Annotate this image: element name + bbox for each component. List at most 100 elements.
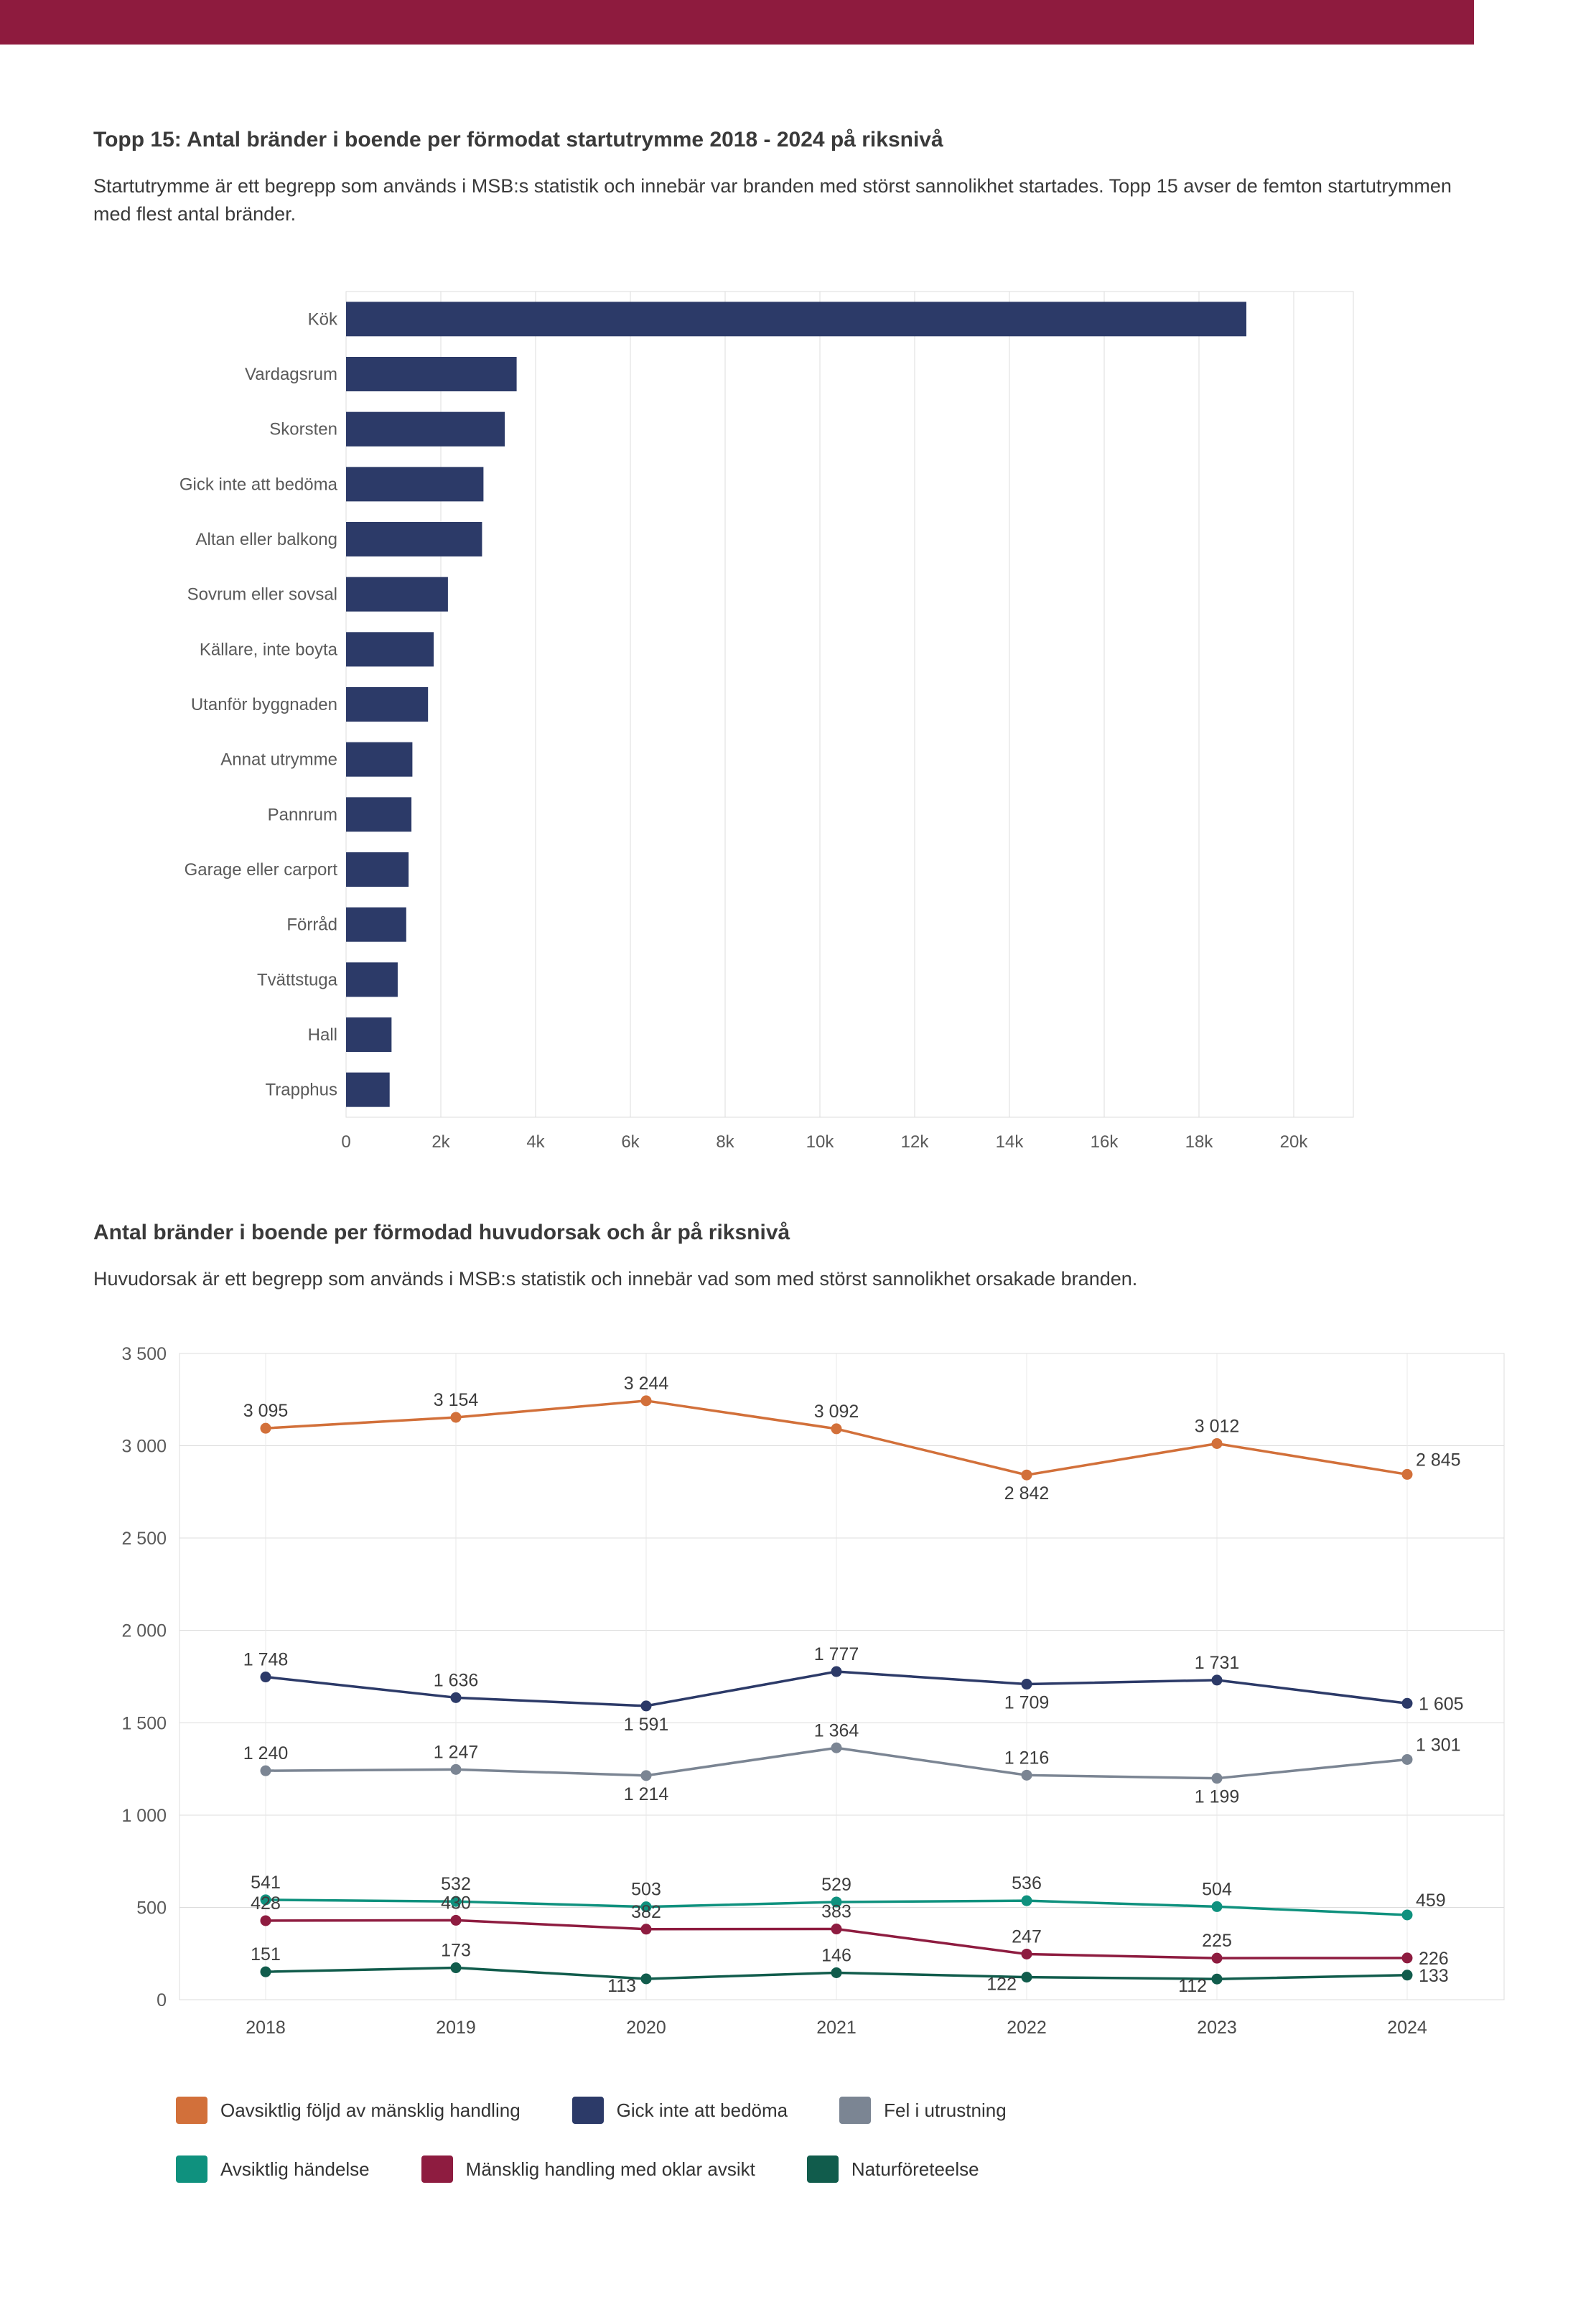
bar (346, 852, 409, 887)
x-tick-label: 2k (431, 1132, 450, 1152)
category-label: Altan eller balkong (196, 530, 337, 549)
data-point (1211, 1437, 1223, 1449)
data-point (260, 1915, 271, 1926)
year-label: 2018 (246, 2018, 286, 2038)
data-label: 1 605 (1419, 1694, 1464, 1714)
data-point (1021, 1895, 1032, 1906)
y-tick-label: 500 (136, 1898, 167, 1918)
chart-legend: Oavsiktlig följd av mänsklig handling Gic… (176, 2097, 1007, 2183)
data-point (1021, 1972, 1032, 1983)
data-label: 536 (1012, 1873, 1042, 1893)
y-tick-label: 2 500 (121, 1529, 167, 1549)
x-tick-label: 10k (806, 1132, 835, 1152)
chart2-subtitle: Huvudorsak är ett begrepp som används i … (93, 1268, 1138, 1290)
data-point (450, 1692, 462, 1703)
legend-swatch (176, 2155, 207, 2183)
data-point (640, 1395, 652, 1407)
data-point (640, 1770, 652, 1781)
data-label: 430 (441, 1893, 471, 1913)
data-label: 3 012 (1195, 1416, 1240, 1436)
data-label: 383 (821, 1902, 851, 1922)
legend-item: Oavsiktlig följd av mänsklig handling (176, 2097, 521, 2124)
legend-label: Avsiktlig händelse (220, 2158, 370, 2180)
category-label: Trapphus (266, 1081, 338, 1100)
data-label: 1 777 (814, 1644, 859, 1664)
x-tick-label: 6k (621, 1132, 640, 1152)
legend-row: Avsiktlig händelse Mänsklig handling med … (176, 2155, 1007, 2183)
category-label: Förråd (286, 915, 337, 935)
bar (346, 1017, 392, 1052)
data-label: 459 (1416, 1891, 1446, 1911)
data-point (450, 1962, 462, 1974)
data-point (1401, 1468, 1413, 1480)
bar (346, 522, 482, 556)
line-chart-svg: 0 500 1 000 1 500 2 000 2 500 3 000 3 500 2018 20… (121, 1344, 1505, 2038)
data-point (640, 1973, 652, 1985)
data-label: 532 (441, 1874, 471, 1894)
data-label: 1 731 (1195, 1653, 1240, 1673)
data-point (640, 1901, 652, 1913)
y-tick-label: 3 000 (121, 1437, 167, 1457)
legend-item: Gick inte att bedöma (571, 2097, 788, 2124)
year-label: 2021 (816, 2018, 857, 2038)
legend-item: Naturföreteelse (806, 2155, 979, 2183)
bar (346, 577, 448, 612)
data-label: 133 (1419, 1966, 1449, 1986)
data-point (1211, 1952, 1223, 1964)
legend-label: Gick inte att bedöma (616, 2099, 788, 2121)
category-label: Pannrum (268, 805, 337, 824)
bar (346, 411, 505, 447)
data-label: 1 301 (1416, 1735, 1461, 1755)
data-point (1211, 1901, 1223, 1912)
x-tick-label: 14k (996, 1132, 1025, 1152)
x-tick-label: 20k (1280, 1132, 1309, 1152)
data-label: 1 247 (434, 1742, 479, 1762)
bar (346, 797, 412, 832)
data-point (1211, 1674, 1223, 1686)
bar (346, 687, 429, 722)
data-label: 151 (251, 1944, 281, 1965)
data-label: 225 (1202, 1931, 1232, 1951)
legend-row: Oavsiktlig följd av mänsklig handling Gic… (176, 2097, 1007, 2124)
bar (346, 302, 1246, 337)
x-tick-label: 4k (526, 1132, 545, 1152)
legend-swatch (571, 2097, 604, 2124)
legend-swatch (176, 2097, 207, 2124)
year-label: 2020 (626, 2018, 666, 2038)
year-label: 2024 (1387, 2018, 1427, 2038)
data-label: 1 214 (624, 1784, 669, 1804)
x-tick-label: 18k (1185, 1132, 1214, 1152)
legend-swatch (839, 2097, 872, 2124)
data-label: 3 092 (814, 1402, 859, 1422)
data-point (1021, 1679, 1032, 1690)
x-tick-label: 0 (341, 1132, 350, 1152)
data-label: 1 636 (434, 1670, 479, 1690)
data-label: 2 842 (1004, 1483, 1050, 1504)
data-point (260, 1966, 271, 1977)
data-label: 503 (631, 1880, 661, 1900)
legend-item: Avsiktlig händelse (176, 2155, 370, 2183)
category-label: Utanför byggnaden (191, 695, 337, 714)
plot-frame (179, 1353, 1505, 2000)
data-point (260, 1422, 271, 1434)
category-label: Tvättstuga (257, 970, 338, 989)
data-point (1401, 1753, 1413, 1765)
x-tick-label: 8k (716, 1132, 734, 1152)
data-point (260, 1894, 271, 1906)
legend-label: Fel i utrustning (884, 2099, 1007, 2121)
startutrymme-bar-chart: Kök Vardagsrum Skorsten Gick inte att bedöm… (93, 286, 1457, 1183)
y-tick-label: 1 000 (121, 1806, 167, 1826)
header-bar (0, 0, 1474, 45)
legend-item: Fel i utrustning (839, 2097, 1007, 2124)
data-point (260, 1765, 271, 1776)
y-tick-label: 2 000 (121, 1621, 167, 1641)
bar (346, 467, 484, 502)
data-label: 113 (607, 1976, 636, 1996)
data-point (1401, 1952, 1413, 1964)
data-point (1021, 1769, 1032, 1781)
legend-label: Mänsklig handling med oklar avsikt (465, 2158, 755, 2180)
category-label: Kök (308, 309, 338, 329)
legend-swatch (806, 2155, 839, 2183)
data-point (831, 1924, 842, 1935)
legend-item: Mänsklig handling med oklar avsikt (421, 2155, 755, 2183)
